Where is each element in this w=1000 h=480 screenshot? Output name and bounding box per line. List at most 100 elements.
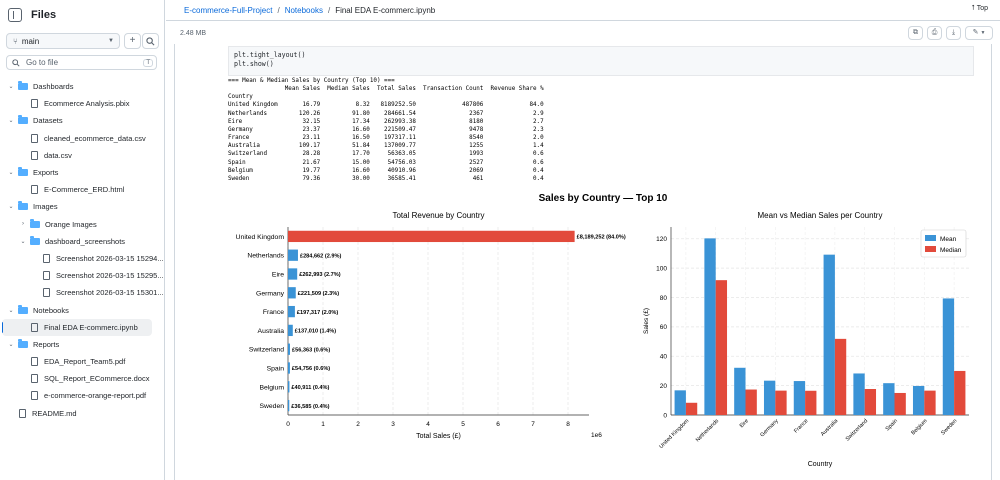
tree-item-label: cleaned_ecommerce_data.csv [44,133,146,143]
chevron-down-icon[interactable]: ⌄ [8,341,14,348]
legend-label: Mean [940,236,957,243]
data-label: £137,010 (1.4%) [295,329,336,335]
tree-file[interactable]: E-Commerce_ERD.html [0,181,164,198]
tree-folder[interactable]: ⌄ Images [0,198,164,215]
tree-file[interactable]: Ecommerce Analysis.pbix [0,95,164,112]
chevron-right-icon[interactable]: › [22,221,24,228]
tree-item-label: Orange Images [45,219,97,229]
tree-item-label: Exports [33,168,59,178]
chevron-down-icon[interactable]: ⌄ [8,170,14,177]
tree-folder[interactable]: ⌄ Reports [0,336,164,353]
print-button[interactable]: ⎙ [927,26,942,40]
x-tick-label: Switzerland [845,418,869,442]
tree-file[interactable]: Final EDA E-commerc.ipynb [2,318,152,336]
output-header: === Mean & Median Sales by Country (Top … [228,78,395,84]
arrow-up-icon: ⭡ [971,5,975,12]
chevron-down-icon[interactable]: ⌄ [8,204,14,211]
x-tick-label: Netherlands [695,418,720,443]
chevron-down-icon[interactable]: ⌄ [8,307,14,314]
download-button[interactable]: ⤓ [946,26,961,40]
file-icon [31,99,38,109]
data-label: £8,189,252 (84.0%) [577,235,626,241]
tree-file[interactable]: EDA_Report_Team5.pdf [0,353,164,370]
search-button[interactable] [142,33,159,49]
sales-figure: Sales by Country — Top 10 Total Revenue … [236,193,969,468]
sidebar-header: Files [8,8,56,22]
bar-median [894,392,906,415]
sidebar-toggle-icon[interactable] [8,8,22,22]
tree-file[interactable]: e-commerce-orange-report.pdf [0,387,164,404]
tree-file[interactable]: README.md [0,405,164,422]
tree-item-label: dashboard_screenshots [45,236,126,246]
output-index-label: Country [228,94,253,101]
bar-median [924,390,936,415]
bar-mean [763,380,776,415]
tree-file[interactable]: cleaned_ecommerce_data.csv [0,130,164,147]
breadcrumb-separator: / [327,5,331,15]
x-tick-label: 8 [566,421,570,428]
y-tick-label: Netherlands [247,253,284,260]
bar-mean [853,373,865,415]
folder-icon [18,115,28,125]
file-icon [31,133,38,143]
go-to-file-input[interactable]: Go to file T [6,55,157,70]
x-axis-label: Country [808,461,833,468]
x-tick-label: 1 [321,421,325,428]
x-offset-label: 1e6 [591,432,602,439]
desktop-icon: ⧉ [913,29,918,36]
bar-mean [674,390,686,415]
code-cell: plt.tight_layout() plt.show() [228,46,974,76]
bar-median [685,402,698,415]
top-button[interactable]: ⭡ Top [972,5,988,13]
tree-file[interactable]: SQL_Report_ECommerce.docx [0,370,164,387]
tree-folder[interactable]: ⌄ Notebooks [0,301,164,318]
bar [288,324,293,337]
data-label: £40,911 (0.4%) [291,385,329,391]
tree-file[interactable]: Screenshot 2026-03-15 15301... [0,284,164,301]
tree-file[interactable]: data.csv [0,147,164,164]
output-row: Australia 109.17 51.84 137009.77 1255 1.… [228,143,544,150]
x-tick-label: Eire [739,418,750,429]
tree-folder[interactable]: ⌄ Dashboards [0,78,164,95]
tree-item-label: Final EDA E-commerc.ipynb [44,322,138,332]
folder-icon [30,218,40,228]
download-icon: ⤓ [951,29,956,36]
edit-button[interactable]: ✎ ▼ [965,26,993,40]
bar-median [864,389,877,415]
file-tree: ⌄ Dashboards Ecommerce Analysis.pbix ⌄ Datas… [0,78,164,422]
open-desktop-button[interactable]: ⧉ [908,26,923,40]
file-icon [31,150,38,160]
data-label: £56,363 (0.6%) [292,347,330,353]
file-icon [43,271,50,281]
chevron-down-icon[interactable]: ⌄ [8,84,14,91]
tree-item-label: SQL_Report_ECommerce.docx [44,374,150,384]
output-row: France 23.11 16.50 197317.11 8540 2.0 [228,135,544,142]
y-tick-label: 40 [660,354,668,361]
tree-file[interactable]: Screenshot 2026-03-15 15295... [0,267,164,284]
tree-folder[interactable]: › Orange Images [0,216,164,233]
folder-icon [18,201,28,211]
chart-title: Total Revenue by Country [392,211,484,220]
code-line: plt.show() [234,60,274,68]
chart-title: Mean vs Median Sales per Country [758,211,883,220]
breadcrumb-folder-link[interactable]: Notebooks [284,5,323,15]
tree-folder[interactable]: ⌄ dashboard_screenshots [0,233,164,250]
bar-mean [793,381,806,415]
notebook-content: plt.tight_layout() plt.show() === Mean & … [174,44,992,480]
breadcrumb-repo-link[interactable]: E-commerce-Full-Project [184,5,273,15]
chevron-down-icon[interactable]: ⌄ [8,118,14,125]
sidebar-title: Files [31,9,57,21]
chevron-down-icon[interactable]: ⌄ [20,238,26,245]
branch-selector[interactable]: ⑂ main ▼ [6,33,120,49]
x-tick-label: 7 [531,421,535,428]
file-sidebar: Files ⑂ main ▼ + Go to file T ⌄ Dashboard… [0,0,165,480]
branch-name: main [21,36,40,46]
total-revenue-chart: Total Revenue by Country 0 1 2 3 4 5 6 7 8 Total S… [236,211,626,440]
tree-file[interactable]: Screenshot 2026-03-15 15294... [0,250,164,267]
tree-folder[interactable]: ⌄ Datasets [0,112,164,129]
file-icon [31,374,38,384]
y-tick-label: Belgium [259,384,284,391]
output-row: United Kingdom 16.79 8.32 8189252.50 487… [228,102,544,109]
add-file-button[interactable]: + [124,33,141,49]
tree-folder[interactable]: ⌄ Exports [0,164,164,181]
